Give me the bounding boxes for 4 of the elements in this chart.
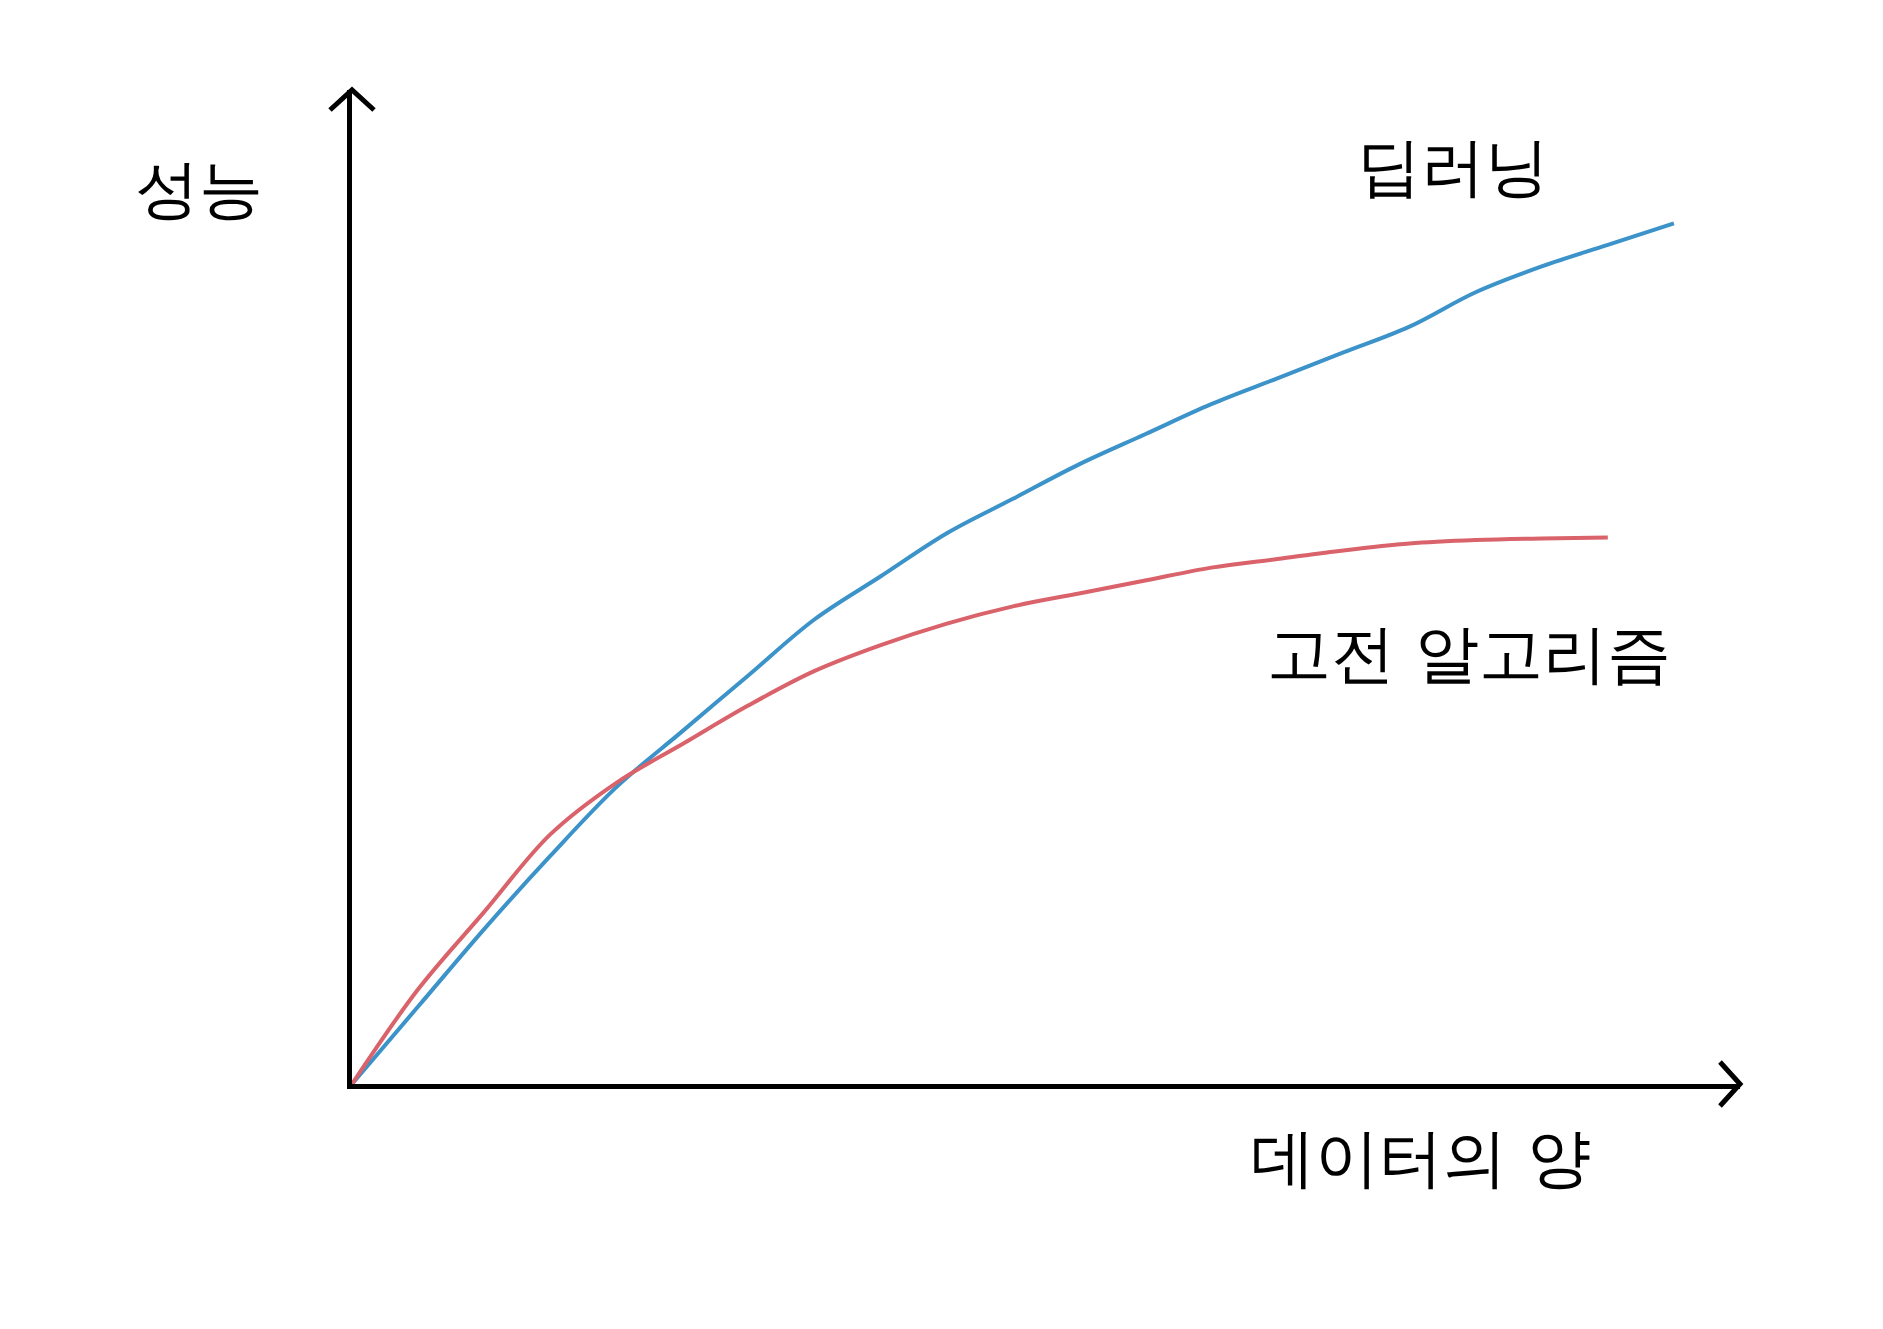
y-axis-title: 성능 [135, 152, 263, 226]
series-label: 딥러닝 [1357, 130, 1549, 204]
x-axis-title: 데이터의 양 [1251, 1121, 1592, 1195]
series-label: 고전 알고리즘 [1267, 617, 1672, 691]
